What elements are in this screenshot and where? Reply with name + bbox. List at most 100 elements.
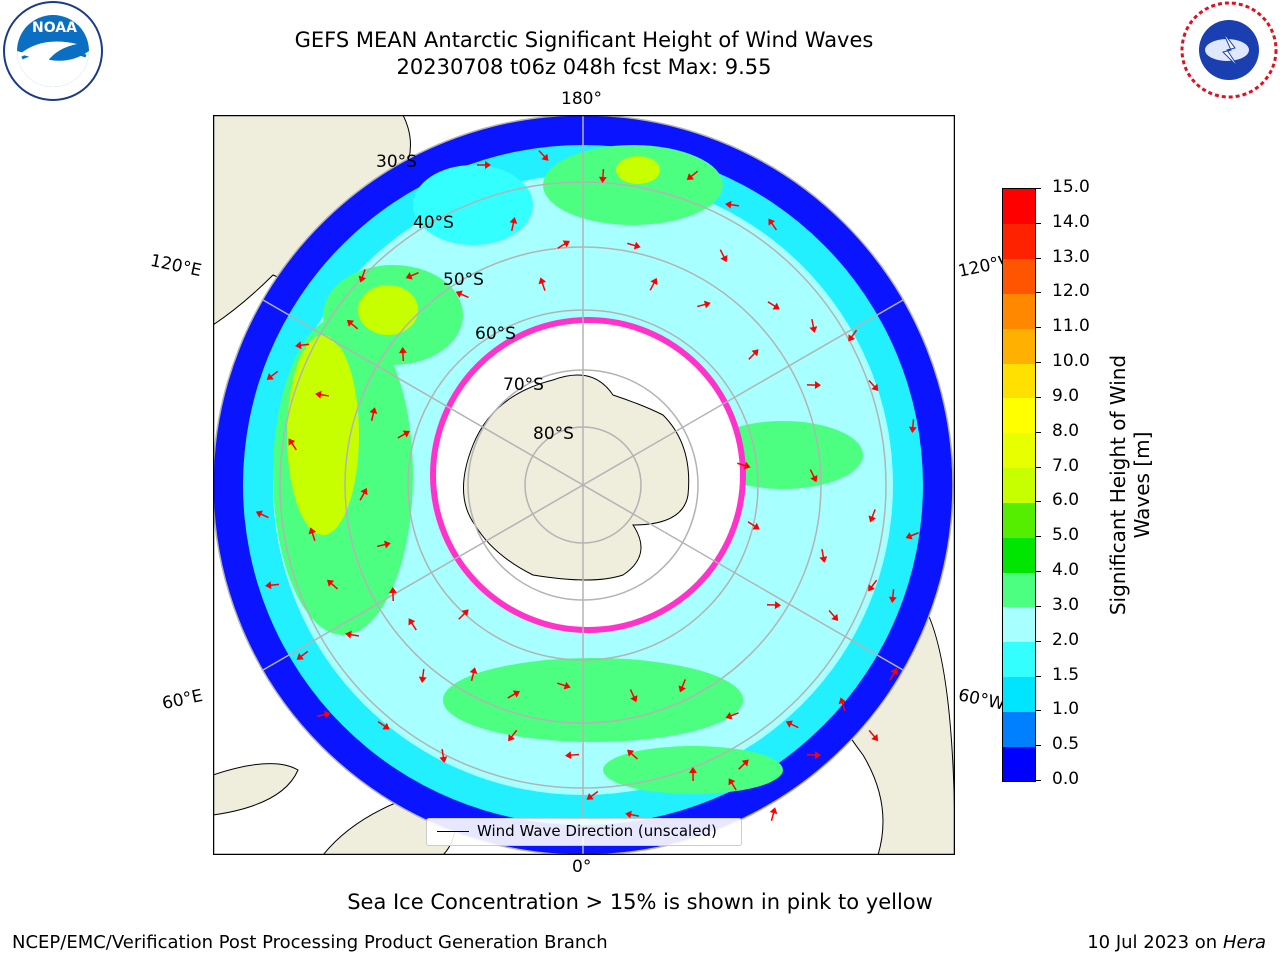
wind-wave-arrow-icon (405, 271, 419, 280)
colorbar-tick-label: 2.0 (1052, 629, 1080, 650)
wind-wave-arrow-icon (507, 690, 520, 699)
lat-label-30s: 30°S (376, 152, 417, 172)
colorbar-tick-label: 10.0 (1052, 351, 1090, 372)
wind-wave-arrow-icon (848, 329, 858, 342)
colorbar (1002, 188, 1036, 782)
wind-wave-arrow-icon (345, 630, 360, 639)
lat-label-50s: 50°S (443, 270, 484, 290)
colorbar-tick-mark (1035, 257, 1041, 259)
colorbar-band (1003, 467, 1035, 503)
wind-wave-arrow-icon (627, 749, 638, 760)
lat-label-40s: 40°S (413, 213, 454, 233)
wind-wave-arrow-icon (557, 240, 570, 249)
colorbar-label: Significant Height of Wind Waves [m] (1106, 354, 1154, 616)
colorbar-tick-label: 9.0 (1052, 385, 1080, 406)
wind-wave-arrow-icon (725, 200, 740, 209)
colorbar-band (1003, 397, 1035, 434)
colorbar-tick-mark (1035, 605, 1041, 607)
lon-label-0: 0° (572, 857, 592, 877)
wind-wave-arrow-icon (369, 407, 378, 422)
wind-wave-arrow-icon (678, 679, 686, 693)
lon-label-180: 180° (561, 89, 602, 109)
wind-wave-arrow-icon (509, 217, 518, 232)
wind-wave-arrow-icon (455, 290, 469, 299)
wind-wave-arrow-icon (586, 790, 599, 800)
colorbar-band (1003, 293, 1035, 329)
colorbar-tick-mark (1035, 222, 1041, 224)
colorbar-band (1003, 363, 1035, 399)
wind-wave-arrow-icon (627, 241, 641, 250)
colorbar-band (1003, 223, 1035, 260)
lat-label-80s: 80°S (533, 424, 574, 444)
colorbar-band (1003, 746, 1035, 782)
polar-map (212, 114, 956, 856)
wind-wave-arrow-icon (326, 579, 339, 590)
lat-label-60s: 60°S (475, 324, 516, 344)
wind-wave-arrow-icon (418, 668, 427, 683)
colorbar-band (1003, 711, 1035, 747)
wind-wave-arrow-icon (398, 347, 407, 362)
noaa-logo-icon: NOAA (2, 0, 104, 102)
wind-wave-arrow-icon (308, 527, 317, 541)
wind-wave-arrow-icon (809, 318, 818, 333)
wind-wave-arrow-icon (728, 778, 737, 791)
wind-wave-arrow-icon (565, 751, 580, 760)
wind-wave-arrow-icon (469, 667, 478, 682)
wind-wave-arrow-icon (819, 548, 828, 563)
wind-wave-arrow-icon (686, 170, 699, 181)
wind-wave-arrow-icon (748, 349, 759, 360)
colorbar-tick-label: 0.0 (1052, 769, 1080, 789)
wind-wave-arrow-icon (868, 729, 879, 742)
wind-wave-arrow-icon (359, 488, 368, 501)
colorbar-tick-label: 8.0 (1052, 420, 1080, 441)
wind-wave-arrow-icon (316, 710, 331, 719)
legend-line-icon (437, 831, 469, 832)
colorbar-tick-label: 0.5 (1052, 734, 1080, 755)
wind-wave-arrow-icon (649, 277, 658, 291)
colorbar-tick-label: 11.0 (1052, 316, 1090, 337)
colorbar-tick-mark (1035, 188, 1041, 189)
colorbar-tick-label: 1.5 (1052, 664, 1080, 685)
wind-wave-arrow-icon (376, 540, 391, 549)
colorbar-tick-mark (1035, 710, 1041, 712)
colorbar-band (1003, 189, 1035, 225)
wind-wave-arrow-icon (538, 277, 547, 291)
wind-wave-arrow-icon (767, 301, 780, 310)
wind-wave-arrow-icon (828, 609, 839, 622)
wind-wave-arrow-icon (477, 161, 491, 169)
wind-wave-arrow-icon (266, 370, 279, 380)
wind-wave-arrow-icon (908, 418, 917, 433)
wind-wave-arrow-icon (806, 381, 821, 390)
wind-wave-arrow-icon (905, 532, 919, 540)
map-title: GEFS MEAN Antarctic Significant Height o… (294, 28, 874, 52)
colorbar-tick-label: 6.0 (1052, 490, 1080, 511)
wind-wave-arrow-icon (688, 767, 697, 782)
wind-wave-arrow-icon (439, 748, 448, 763)
wind-wave-arrow-icon (315, 390, 330, 399)
noaa-logo-text: NOAA (32, 20, 77, 36)
lat-label-70s: 70°S (503, 375, 544, 395)
lon-label-60e: 60°E (160, 685, 205, 715)
colorbar-tick-label: 7.0 (1052, 455, 1080, 476)
map-legend: Wind Wave Direction (unscaled) (426, 818, 742, 846)
colorbar-band (1003, 572, 1035, 608)
colorbar-band (1003, 606, 1035, 643)
colorbar-band (1003, 432, 1035, 469)
colorbar-tick-mark (1035, 675, 1041, 677)
wind-wave-arrow-icon (697, 300, 711, 309)
wind-wave-arrow-icon (868, 509, 877, 523)
wind-wave-arrow-icon (288, 438, 297, 451)
wind-wave-arrow-icon (296, 650, 309, 660)
wind-wave-arrow-icon (358, 269, 367, 283)
wind-wave-arrows (255, 150, 919, 821)
wind-wave-arrow-icon (838, 697, 847, 711)
legend-label: Wind Wave Direction (unscaled) (477, 822, 717, 840)
colorbar-tick-mark (1035, 466, 1041, 468)
wind-wave-arrow-icon (809, 469, 818, 483)
wind-wave-arrow-icon (255, 510, 269, 519)
wind-wave-arrow-icon (768, 218, 778, 231)
colorbar-tick-mark (1035, 396, 1041, 398)
colorbar-tick-mark (1035, 571, 1041, 573)
wind-wave-arrow-icon (598, 168, 607, 183)
colorbar-band (1003, 537, 1035, 573)
